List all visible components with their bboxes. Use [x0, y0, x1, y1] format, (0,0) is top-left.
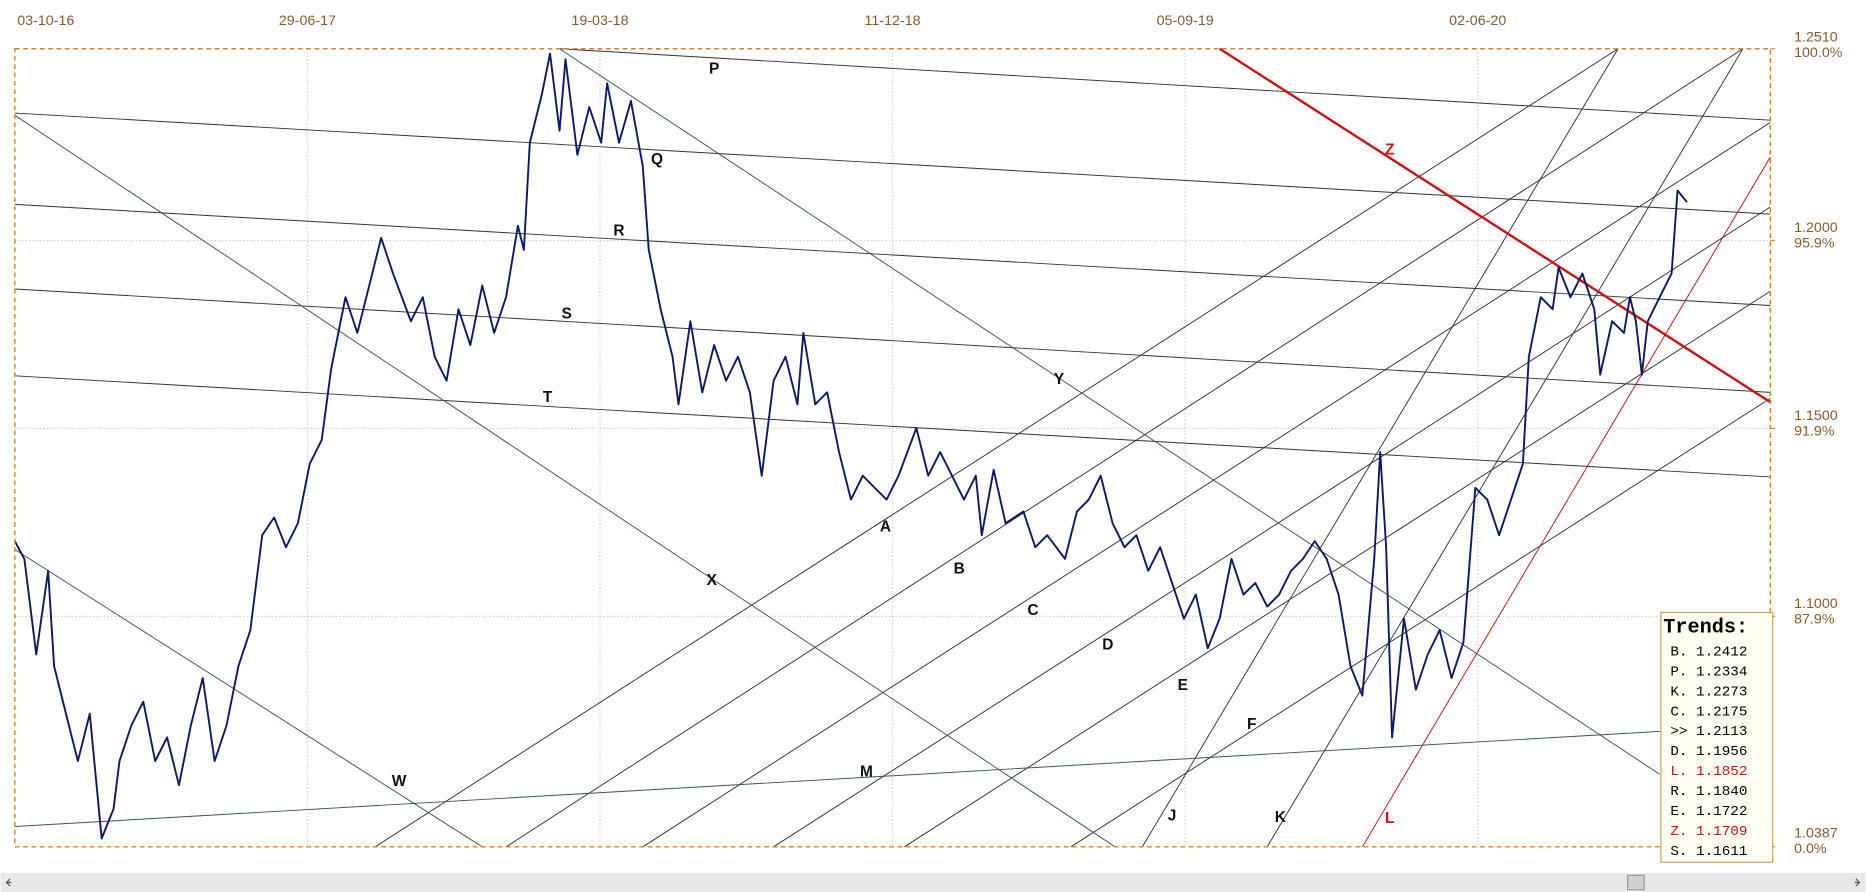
trendline-label: K: [1275, 809, 1287, 826]
trends-entry: Z. 1.1709: [1670, 824, 1747, 840]
x-tick-label: 03-10-16: [17, 13, 74, 29]
trends-entry: >> 1.2113: [1670, 724, 1747, 740]
trends-entry: B. 1.2412: [1670, 644, 1747, 660]
trendline: [14, 549, 483, 848]
trendline-label: P: [709, 61, 719, 78]
trendline: [505, 48, 1744, 848]
price-line: [13, 52, 1688, 840]
x-tick-label: 05-09-19: [1157, 13, 1214, 29]
trendline: [1218, 47, 1771, 404]
y-tick-label: 1.2510: [1794, 30, 1838, 46]
x-tick-label: 02-06-20: [1449, 13, 1506, 29]
trends-entry: D. 1.1956: [1670, 744, 1747, 760]
trends-entry: C. 1.2175: [1670, 704, 1747, 720]
trendline-label: Q: [651, 151, 663, 168]
plot-frame: [14, 48, 1772, 848]
trendline: [904, 290, 1771, 848]
trendline: [14, 730, 1660, 827]
grid: [14, 48, 1771, 847]
trendline: [14, 114, 1116, 848]
trendline: [559, 48, 1771, 121]
trends-box: Trends: B. 1.2412 P. 1.2334 K. 1.2273 C. 1.2…: [1660, 611, 1774, 863]
trendline-label: F: [1247, 716, 1256, 733]
trendline: [642, 122, 1771, 848]
trendline-label: Z: [1385, 142, 1394, 159]
trendline-label: X: [707, 572, 718, 589]
trendline-label: C: [1027, 602, 1038, 619]
scrollbar-track[interactable]: [0, 872, 1866, 892]
trends-entry: L. 1.1852: [1670, 764, 1747, 780]
trendlines: P Q R S T A B C D E F J K L X Y W M Z: [14, 47, 1771, 848]
y-tick-percent: 100.0%: [1794, 45, 1843, 61]
trends-entry: E. 1.1722: [1670, 804, 1747, 820]
x-tick-label: 19-03-18: [571, 13, 628, 29]
trendline: [773, 206, 1771, 848]
scrollbar[interactable]: [0, 872, 1866, 892]
trendline: [1361, 156, 1771, 848]
trendline-label: E: [1178, 677, 1188, 694]
y-tick-percent: 91.9%: [1794, 424, 1835, 440]
scroll-left[interactable]: [5, 878, 12, 887]
scroll-right[interactable]: [1854, 878, 1861, 887]
trends-title: Trends:: [1663, 617, 1748, 640]
trendline-label: R: [613, 222, 624, 239]
scroll-thumb[interactable]: [1626, 874, 1645, 891]
trendline-label: A: [880, 519, 891, 536]
trends-entry: R. 1.1840: [1670, 784, 1747, 800]
trendline: [14, 112, 1771, 215]
trendline-label: T: [543, 389, 553, 406]
y-tick-percent: 87.9%: [1794, 612, 1835, 628]
trendline-label: Y: [1054, 371, 1065, 388]
trendline-label: L: [1385, 810, 1394, 827]
price-series: [13, 52, 1688, 840]
y-tick-label: 1.0387: [1794, 825, 1838, 841]
trendline: [559, 48, 1660, 775]
trendline: [14, 288, 1771, 393]
trendline-label: D: [1102, 636, 1113, 653]
trendline-label: S: [562, 306, 572, 323]
trendline: [14, 375, 1771, 478]
y-tick-percent: 95.9%: [1794, 236, 1835, 252]
x-tick-label: 11-12-18: [865, 13, 921, 29]
trends-entry: S. 1.1611: [1670, 844, 1747, 860]
y-tick-label: 1.2000: [1794, 220, 1838, 236]
trendline: [374, 48, 1619, 848]
axes: 03-10-16 29-06-17 19-03-18 11-12-18 05-09-19…: [17, 13, 1843, 857]
x-tick-label: 29-06-17: [279, 13, 336, 29]
trendline: [14, 203, 1771, 306]
trendline-label: B: [954, 560, 965, 577]
y-tick-label: 1.1500: [1794, 408, 1838, 424]
trendline: [1266, 48, 1744, 848]
trends-entry: K. 1.2273: [1670, 684, 1747, 700]
y-tick-percent: 0.0%: [1794, 841, 1827, 857]
trends-box-frame: [1660, 611, 1774, 863]
y-tick-label: 1.1000: [1794, 596, 1838, 612]
trendline: [1070, 397, 1771, 848]
trendline-label: J: [1168, 808, 1177, 825]
trends-entry: P. 1.2334: [1670, 664, 1747, 680]
trendline-label: W: [392, 773, 407, 790]
trendline-label: M: [860, 764, 873, 781]
trendline: [1141, 48, 1619, 848]
